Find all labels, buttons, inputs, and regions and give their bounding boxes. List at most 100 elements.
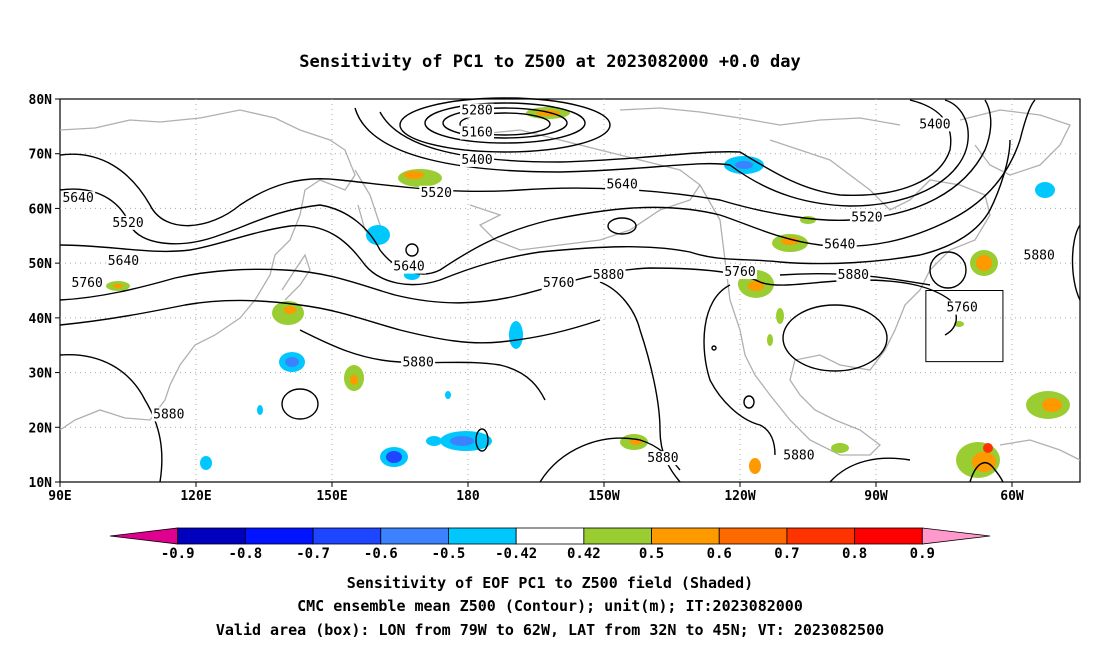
contour-label-bg: [849, 210, 884, 225]
longitude-labels: 90E 120E 150E 180 150W 120W 90W 60W: [48, 482, 1024, 504]
graticule: [60, 99, 1080, 482]
contour-5880: [969, 462, 1004, 483]
contour-label-bg: [541, 276, 576, 291]
colorbar-segment: [583, 527, 652, 545]
contour-5760-low: [929, 251, 967, 289]
shade-positive: [284, 306, 296, 314]
lon-label: 90W: [864, 489, 888, 504]
shade-negative: [366, 225, 390, 245]
contour-label-bg: [151, 407, 186, 422]
contour-label-bg: [822, 237, 857, 252]
lat-label: 30N: [29, 367, 53, 382]
lat-label: 70N: [29, 148, 53, 163]
contour-label: 5640: [62, 191, 93, 206]
contour-label-bg: [111, 215, 145, 230]
colorbar-triangle-left: [109, 527, 179, 545]
shade-negative: [426, 436, 442, 446]
shade-negative: [200, 456, 212, 470]
contour-label-bg: [460, 125, 495, 140]
contour-label: 5880: [647, 451, 678, 466]
shade-negative: [257, 405, 263, 415]
contour-label-bg: [781, 448, 816, 463]
contour-label-bg: [945, 300, 980, 315]
contour-label: 5760: [72, 276, 103, 291]
lon-label: 180: [456, 489, 480, 504]
contour-label: 5520: [851, 210, 882, 225]
contour-label-bg: [645, 451, 680, 466]
lon-label: 120W: [724, 489, 755, 504]
contour-label-bg: [392, 259, 427, 274]
contour-5880: [703, 284, 776, 456]
contour-label-bg: [460, 103, 495, 118]
contour-5880-high: [782, 304, 888, 372]
caption-line-1: Sensitivity of EOF PC1 to Z500 field (Sh…: [347, 574, 753, 592]
contour-label-bg: [106, 254, 141, 269]
shade-positive: [350, 375, 358, 385]
lon-label: 60W: [1000, 489, 1024, 504]
shade-positive: [831, 443, 849, 453]
contour-label: 5520: [112, 216, 143, 231]
contour-label: 5640: [393, 260, 424, 275]
contour-5460: [354, 99, 969, 207]
contour-5520: [59, 99, 992, 227]
contour-5400-ne: [1071, 224, 1081, 301]
colorbar-triangle-right: [921, 527, 991, 545]
colorbar-label: -0.7: [296, 546, 330, 562]
contour-5880: [299, 329, 546, 401]
valid-area-box: [925, 290, 1004, 363]
lat-label: 60N: [29, 202, 53, 217]
lon-label: 150W: [588, 489, 619, 504]
lon-label: 90E: [48, 489, 71, 504]
caption-line-2: CMC ensemble mean Z500 (Contour); unit(m…: [297, 597, 803, 615]
lon-label: 150E: [316, 489, 347, 504]
shade-negative: [1035, 182, 1055, 198]
contour-5640: [59, 99, 1036, 275]
colorbar: -0.9 -0.8 -0.7 -0.6 -0.5 -0.42 0.42 0.5 0.6 0.7 0.…: [109, 527, 991, 562]
contour-label: 5880: [593, 268, 624, 283]
sensitivity-shading: [106, 107, 1070, 478]
contour-5880-high: [281, 388, 319, 420]
shade-negative: [445, 391, 451, 399]
colorbar-label: -0.8: [229, 546, 263, 562]
shade-negative: [450, 436, 474, 446]
contour-low: [743, 395, 755, 409]
coast-alaska: [469, 129, 701, 251]
contour-label: 5520: [421, 186, 452, 201]
shade-positive: [954, 321, 964, 327]
colorbar-segment: [786, 527, 856, 545]
colorbar-segment: [177, 527, 246, 545]
contour-label-bg: [723, 265, 757, 280]
contour-label: 5880: [402, 355, 433, 370]
colorbar-segment: [651, 527, 720, 545]
contour-label: 5880: [153, 407, 184, 422]
colorbar-label: 0.8: [842, 546, 867, 562]
shade-positive: [983, 443, 993, 453]
shade-positive: [781, 237, 799, 245]
contour-labels: 5280 5160 5400 5520 5640 5520 5640 5760 5640 5640…: [61, 103, 1057, 466]
colorbar-segment: [515, 527, 585, 545]
colorbar-segment: [380, 527, 449, 545]
shade-positive: [113, 284, 123, 288]
colorbar-label: -0.42: [495, 546, 537, 562]
lat-label: 50N: [29, 257, 53, 272]
contour-label-bg: [591, 267, 626, 282]
coast-asia: [59, 109, 356, 431]
shade-negative: [509, 321, 523, 349]
contour-label: 5160: [461, 126, 492, 141]
contour-5880: [59, 353, 163, 483]
colorbar-label: -0.9: [161, 546, 195, 562]
lat-label: 40N: [29, 312, 53, 327]
contour-label-bg: [419, 185, 454, 200]
contour-5340: [399, 97, 611, 153]
contour-5880-high: [475, 428, 489, 452]
contour-label: 5760: [946, 301, 977, 316]
contour-label: 5880: [783, 448, 814, 463]
contour-label: 5400: [919, 117, 950, 132]
shade-positive: [776, 308, 784, 324]
contour-label-bg: [61, 191, 96, 206]
shade-positive: [749, 458, 761, 474]
caption-line-3: Valid area (box): LON from 79W to 62W, L…: [216, 621, 884, 639]
contour-label-bg: [1022, 248, 1057, 263]
lon-label: 120E: [180, 489, 211, 504]
